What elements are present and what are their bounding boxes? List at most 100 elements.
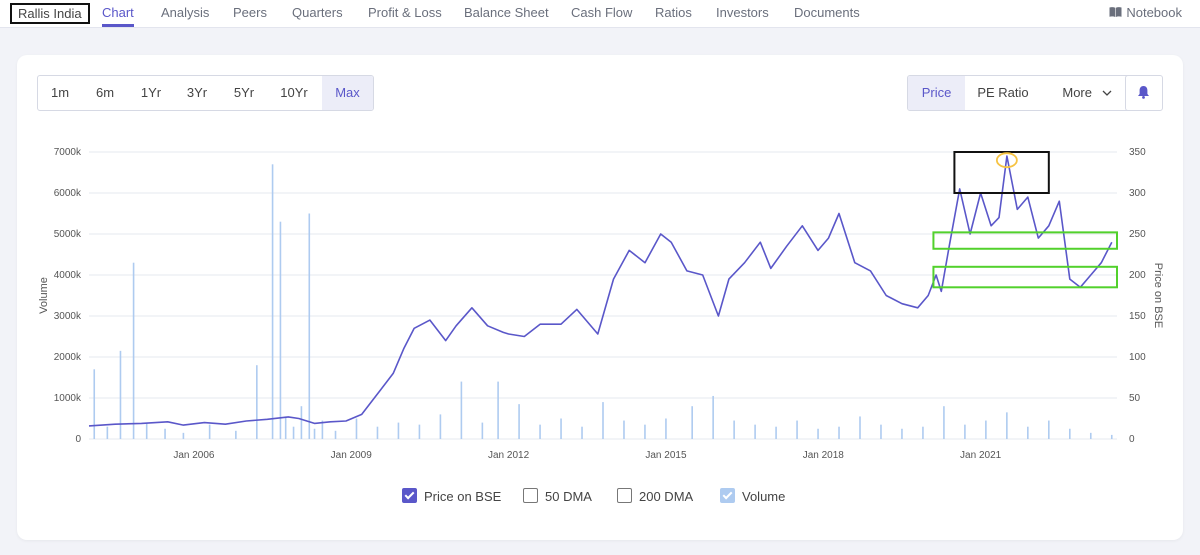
volume-bar [623,420,625,439]
top-nav: Rallis India Chart Analysis Peers Quarte… [0,0,1200,28]
tab-cash-flow[interactable]: Cash Flow [571,5,633,20]
volume-bar [859,416,861,439]
alert-button[interactable] [1125,75,1163,111]
legend-price-toggle[interactable]: Price on BSE [402,488,501,504]
range-6m-button[interactable]: 6m [95,85,115,100]
legend-price-label: Price on BSE [424,489,502,504]
tab-peers[interactable]: Peers [233,5,267,20]
volume-bar [376,426,379,439]
price-line [88,155,1113,427]
legend-50dma-toggle[interactable]: 50 DMA [523,488,592,504]
volume-bar [943,406,945,439]
range-1m-button[interactable]: 1m [50,85,70,100]
volume-bar [1027,426,1029,439]
x-tick-label: Jan 2021 [960,450,1002,461]
volume-bar [256,365,258,439]
volume-bar [481,422,484,439]
y-right-tick-label: 200 [1129,270,1146,281]
volume-bar [106,426,109,439]
company-name-link[interactable]: Rallis India [10,3,90,24]
annotation-box [932,231,1119,250]
notebook-label: Notebook [1126,5,1182,20]
volume-bar [300,406,303,439]
tab-quarters[interactable]: Quarters [292,5,343,20]
volume-bar [145,422,148,439]
volume-bar [665,418,667,439]
axes: 0 0 1000k 50 2000k 100 3000k 150 4000k 200 5000k 25… [54,147,1146,461]
y-left-tick-label: 6000k [54,188,82,199]
range-1yr-button[interactable]: 1Yr [140,85,162,100]
range-5yr-button[interactable]: 5Yr [233,85,255,100]
notebook-link[interactable]: Notebook [1109,5,1182,20]
y-left-tick-label: 3000k [54,311,82,322]
volume-bar [355,418,358,439]
gridlines [89,151,1117,440]
tab-investors[interactable]: Investors [716,5,769,20]
volume-bar [292,426,295,439]
price-button[interactable]: Price [908,76,965,110]
y-right-tick-label: 100 [1129,352,1146,363]
tab-balance-sheet[interactable]: Balance Sheet [464,5,549,20]
volume-bar [279,221,282,439]
volume-bar [796,420,798,439]
volume-bar [1048,420,1050,439]
legend-200dma-toggle[interactable]: 200 DMA [617,488,693,504]
more-label: More [1062,85,1092,100]
tab-analysis[interactable]: Analysis [161,5,210,20]
volume-bar [691,406,693,439]
volume-bar [182,432,185,439]
checkbox-unchecked [523,488,538,503]
volume-bar [1089,432,1092,439]
volume-bar [712,395,714,439]
y-right-tick-label: 350 [1129,147,1146,158]
y-left-tick-label: 4000k [54,270,82,281]
more-dropdown[interactable]: More [1041,76,1133,110]
y-axis-left-title: Volume [38,277,50,314]
y-right-tick-label: 150 [1129,311,1146,322]
tab-profit-loss[interactable]: Profit & Loss [368,5,442,20]
volume-bar [985,420,987,439]
volume-bar [817,428,819,439]
annotations [932,151,1119,289]
checkbox-unchecked [617,488,632,503]
volume-bar [901,428,903,439]
volume-bar [164,428,166,439]
range-3yr-button[interactable]: 3Yr [186,85,208,100]
tab-ratios[interactable]: Ratios [655,5,692,20]
bell-icon [1138,86,1149,99]
volume-bar [397,422,400,439]
range-10yr-button[interactable]: 10Yr [280,85,308,100]
y-left-tick-label: 0 [75,434,81,445]
volume-bar [439,414,442,439]
volume-bar [208,424,211,439]
tab-documents[interactable]: Documents [794,5,860,20]
volume-bar [284,416,287,439]
y-right-tick-label: 0 [1129,434,1135,445]
volume-bar [235,430,237,439]
volume-bar [880,424,882,439]
tab-chart[interactable]: Chart [102,5,134,20]
y-left-tick-label: 1000k [54,393,82,404]
legend-volume-label: Volume [742,489,786,504]
y-right-tick-label: 50 [1129,393,1141,404]
book-icon [1109,7,1122,17]
volume-bar [460,381,463,439]
x-tick-label: Jan 2009 [331,450,373,461]
range-max-button[interactable]: Max [322,76,373,110]
legend-volume-toggle[interactable]: Volume [720,488,785,504]
volume-bar [754,424,756,439]
volume-bar [271,164,274,440]
volume-bar [93,369,96,439]
price-volume-chart: 0 0 1000k 50 2000k 100 3000k 150 4000k 200 5000k 25… [38,147,1164,461]
x-tick-label: Jan 2015 [645,450,687,461]
y-left-tick-label: 5000k [54,229,82,240]
checkbox-checked [402,488,417,503]
volume-bar [321,420,324,439]
y-left-tick-label: 2000k [54,352,82,363]
volume-bar [775,426,777,439]
y-axis-right-title: Price on BSE [1152,263,1164,328]
volume-bar [539,424,541,439]
x-tick-label: Jan 2006 [173,450,215,461]
pe-ratio-button[interactable]: PE Ratio [977,85,1029,100]
volume-bar [733,420,735,439]
